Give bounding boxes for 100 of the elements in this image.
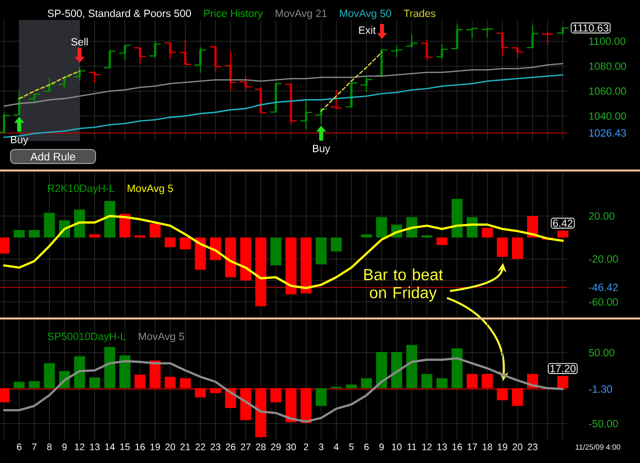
candlestick [345, 82, 358, 108]
bar [300, 238, 312, 294]
bar [44, 212, 55, 238]
candlestick [541, 31, 554, 45]
x-tick-label: 5 [349, 444, 354, 450]
candlestick [12, 90, 26, 116]
bar [180, 238, 191, 250]
bar [180, 378, 191, 388]
bar [346, 384, 357, 388]
bar [421, 235, 432, 238]
bar [270, 238, 282, 266]
bar [194, 238, 206, 270]
x-tick-label: 11 [408, 444, 416, 450]
bar [255, 388, 266, 438]
x-tick-label: 6 [364, 444, 369, 450]
candlestick [436, 43, 448, 60]
x-tick-label: 15 [120, 444, 130, 450]
x-tick-label: 12 [422, 444, 432, 450]
candlestick [496, 32, 509, 56]
bar [376, 217, 388, 238]
x-tick-label: 20 [165, 444, 176, 450]
y-tick-label: 1100.00 [589, 37, 626, 45]
series-label: MovAvg 5 [138, 332, 184, 342]
bar [255, 238, 266, 306]
annotation: Sell [71, 38, 88, 46]
bar [376, 352, 388, 388]
y-tick-label: -60.00 [589, 298, 618, 306]
candlestick [405, 34, 418, 48]
candlestick [28, 92, 41, 104]
bar [0, 388, 10, 402]
text: MovAvg 5 [128, 184, 173, 194]
y-tick-label: 20.00 [589, 212, 614, 220]
bar [164, 376, 176, 388]
bar [134, 235, 146, 238]
candlestick [420, 39, 434, 61]
candlestick [194, 46, 207, 74]
x-tick-label: 18 [482, 444, 492, 450]
bar [285, 388, 296, 422]
candlestick [118, 44, 132, 61]
bar [496, 388, 508, 400]
bar [557, 230, 568, 238]
candlestick [300, 100, 312, 130]
bar [74, 210, 86, 238]
bar [360, 378, 372, 388]
x-tick-label: 27 [240, 444, 250, 450]
bar [0, 238, 10, 254]
bar [452, 198, 463, 238]
text: Price History [204, 9, 263, 20]
x-tick-label: 13 [437, 444, 447, 450]
bar [557, 376, 568, 388]
x-tick-label: 6 [17, 444, 22, 450]
bar [104, 346, 116, 388]
bar [496, 238, 508, 257]
annotation: Buy [312, 144, 330, 154]
bar [150, 360, 161, 388]
bar [360, 234, 372, 238]
candlestick [556, 26, 570, 36]
x-tick-label: 19 [498, 444, 508, 450]
series-label: R2K10DayH-L [48, 184, 115, 194]
bar [270, 388, 282, 402]
bar [240, 388, 252, 420]
x-tick-label: 23 [210, 444, 220, 450]
y-tick-label: -1.30 [589, 385, 612, 393]
bar [210, 388, 221, 394]
bar [150, 224, 161, 238]
bar [466, 374, 478, 388]
bar [316, 388, 327, 406]
x-tick-label: 19 [150, 444, 160, 450]
x-tick-label: 17 [468, 444, 477, 450]
x-tick-label: 30 [286, 444, 296, 450]
bar [14, 382, 25, 388]
x-tick-label: 10 [392, 444, 402, 450]
bar [89, 234, 100, 238]
y-tick-label: -46.42 [589, 284, 618, 292]
bar [28, 230, 40, 238]
bar [119, 355, 130, 388]
bar [14, 230, 25, 238]
y-tick-label: 1060.00 [589, 87, 626, 95]
bar [194, 388, 206, 398]
bar [28, 381, 40, 388]
x-tick-label: 22 [196, 444, 206, 450]
x-tick-label: 3 [318, 444, 324, 450]
y-tick-label: -20.00 [589, 255, 618, 263]
text: Add Rule [30, 152, 76, 161]
x-tick-label: 9 [62, 444, 67, 450]
bar [482, 228, 493, 238]
x-tick-label: 13 [90, 444, 100, 450]
annotation: Exit [359, 26, 376, 34]
data-label: 17.20 [550, 364, 576, 372]
bar [225, 238, 236, 278]
y-tick-label: 50.00 [588, 348, 614, 356]
data-label: 6.42 [553, 219, 572, 227]
bar [164, 238, 176, 248]
text: MovAvg 21 [276, 10, 327, 20]
candlestick [148, 40, 162, 59]
x-tick-label: 26 [226, 444, 236, 450]
text: 1110.63 [573, 24, 608, 32]
candlestick [73, 66, 86, 82]
x-tick-label: 9 [379, 444, 384, 450]
candlestick [103, 49, 116, 68]
